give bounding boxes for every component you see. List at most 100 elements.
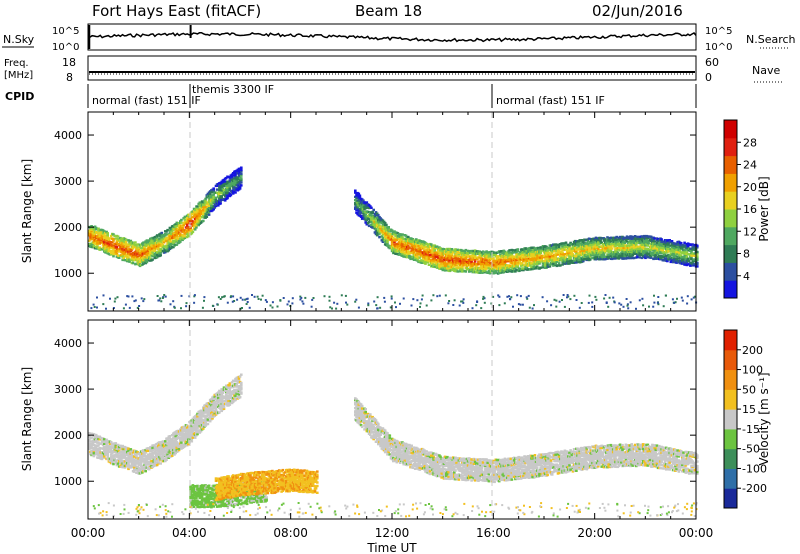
range-gate-cell bbox=[394, 301, 396, 304]
range-gate-cell bbox=[488, 267, 492, 271]
range-gate-cell bbox=[367, 302, 370, 305]
range-gate-cell bbox=[370, 220, 373, 224]
range-gate-cell bbox=[644, 256, 647, 260]
range-gate-cell bbox=[116, 462, 120, 465]
range-gate-cell bbox=[514, 270, 517, 273]
range-gate-cell bbox=[685, 251, 689, 254]
range-gate-cell bbox=[94, 226, 98, 230]
range-gate-cell bbox=[149, 458, 152, 461]
range-gate-cell bbox=[136, 451, 139, 454]
range-gate-cell bbox=[328, 299, 331, 302]
range-gate-cell bbox=[145, 458, 149, 461]
range-gate-cell bbox=[112, 239, 115, 242]
range-gate-cell bbox=[436, 256, 440, 259]
range-gate-cell bbox=[647, 248, 651, 251]
range-gate-cell bbox=[633, 235, 637, 238]
range-gate-cell bbox=[271, 306, 274, 309]
range-gate-cell bbox=[533, 304, 535, 307]
range-gate-cell bbox=[204, 197, 207, 201]
range-gate-cell bbox=[460, 300, 463, 303]
range-gate-cell bbox=[471, 307, 474, 310]
range-gate-cell bbox=[395, 306, 397, 309]
range-gate-cell bbox=[193, 295, 196, 298]
range-gate-cell bbox=[671, 298, 674, 301]
range-gate-cell bbox=[168, 435, 172, 438]
range-gate-cell bbox=[483, 297, 486, 300]
range-gate-cell bbox=[580, 243, 584, 246]
range-gate-cell bbox=[569, 257, 572, 260]
range-gate-cell bbox=[436, 258, 440, 261]
range-gate-cell bbox=[94, 446, 98, 450]
range-gate-cell bbox=[218, 190, 221, 193]
range-gate-cell bbox=[555, 305, 558, 308]
range-gate-cell bbox=[480, 307, 483, 310]
range-gate-cell bbox=[669, 258, 673, 261]
range-gate-cell bbox=[181, 226, 184, 230]
range-gate-cell bbox=[395, 244, 399, 247]
range-gate-cell bbox=[159, 445, 162, 448]
range-gate-cell bbox=[450, 254, 454, 257]
range-gate-cell bbox=[408, 246, 411, 249]
range-gate-cell bbox=[112, 248, 115, 251]
range-gate-cell bbox=[578, 306, 581, 309]
range-gate-cell bbox=[541, 296, 544, 299]
range-gate-cell bbox=[131, 295, 134, 298]
range-gate-cell bbox=[419, 305, 421, 308]
range-gate-cell bbox=[436, 249, 440, 253]
range-gate-cell bbox=[565, 245, 569, 248]
range-gate-cell bbox=[402, 237, 405, 241]
range-gate-cell bbox=[137, 253, 141, 256]
range-gate-cell bbox=[103, 442, 106, 445]
range-gate-cell bbox=[494, 253, 498, 256]
range-gate-cell bbox=[494, 271, 498, 274]
range-gate-cell bbox=[569, 298, 572, 301]
range-gate-cell bbox=[103, 456, 106, 459]
range-gate-cell bbox=[175, 234, 179, 237]
range-gate-cell bbox=[173, 453, 176, 456]
range-gate-cell bbox=[165, 230, 168, 233]
range-gate-cell bbox=[176, 237, 180, 241]
range-gate-cell bbox=[640, 256, 644, 260]
range-gate-cell bbox=[645, 243, 648, 246]
range-gate-cell bbox=[103, 438, 106, 441]
range-gate-cell bbox=[109, 234, 113, 238]
range-gate-cell bbox=[159, 241, 162, 245]
range-gate-cell bbox=[210, 196, 213, 199]
range-gate-cell bbox=[287, 300, 290, 303]
range-gate-cell bbox=[477, 262, 480, 266]
range-gate-cell bbox=[240, 184, 243, 187]
range-gate-cell bbox=[142, 244, 145, 247]
range-gate-cell bbox=[219, 187, 222, 191]
range-gate-cell bbox=[199, 410, 203, 414]
range-gate-cell bbox=[172, 245, 175, 249]
range-gate-cell bbox=[126, 295, 129, 298]
range-gate-cell bbox=[211, 190, 214, 194]
range-gate-cell bbox=[136, 459, 139, 462]
range-gate-cell bbox=[99, 453, 103, 456]
range-gate-cell bbox=[401, 233, 404, 236]
range-gate-cell bbox=[566, 294, 569, 296]
range-gate-cell bbox=[213, 411, 217, 415]
range-gate-cell bbox=[152, 242, 156, 245]
range-gate-cell bbox=[149, 257, 152, 260]
range-gate-cell bbox=[638, 252, 641, 255]
range-gate-cell bbox=[131, 247, 135, 250]
range-gate-cell bbox=[180, 307, 182, 310]
range-gate-cell bbox=[635, 237, 638, 240]
range-gate-cell bbox=[590, 239, 593, 243]
range-gate-cell bbox=[682, 256, 685, 259]
range-gate-cell bbox=[135, 462, 138, 465]
range-gate-cell bbox=[193, 301, 196, 304]
range-gate-cell bbox=[392, 246, 395, 249]
range-gate-cell bbox=[457, 251, 461, 255]
range-gate-cell bbox=[444, 294, 447, 297]
range-gate-cell bbox=[136, 243, 139, 246]
range-gate-cell bbox=[664, 257, 668, 260]
range-gate-cell bbox=[219, 199, 222, 203]
range-gate-cell bbox=[181, 428, 184, 431]
range-gate-cell bbox=[441, 266, 445, 269]
range-gate-cell bbox=[213, 395, 217, 398]
range-gate-cell bbox=[234, 182, 237, 185]
range-gate-cell bbox=[575, 252, 578, 255]
range-gate-cell bbox=[412, 298, 415, 301]
